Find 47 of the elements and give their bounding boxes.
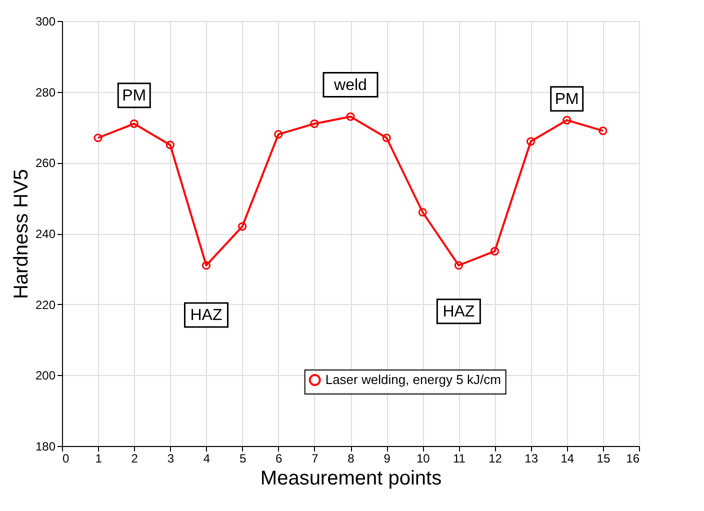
- x-tick-label: 6: [276, 452, 283, 466]
- point: [382, 134, 391, 142]
- point: [310, 119, 319, 128]
- annotation: PM: [122, 87, 146, 104]
- x-tick-label: 8: [348, 452, 355, 466]
- x-tick-label: 9: [384, 452, 391, 466]
- point: [130, 119, 138, 128]
- point: [526, 137, 536, 146]
- point: [562, 116, 572, 124]
- x-tick-label: 3: [167, 452, 174, 466]
- y-tick-label: 260: [35, 156, 56, 170]
- x-tick-label: 14: [560, 452, 574, 466]
- point: [202, 261, 211, 270]
- x-tick-label: 13: [524, 452, 538, 466]
- y-tick-label: 280: [35, 85, 56, 100]
- point: [238, 222, 247, 231]
- x-tick-label: 16: [626, 452, 640, 466]
- x-tick-label: 4: [203, 452, 210, 466]
- point: [274, 130, 283, 139]
- x-tick-label: 0: [62, 452, 70, 466]
- y-axis-title: Hardness HV5: [10, 168, 32, 300]
- x-tick-label: 2: [131, 452, 138, 466]
- y-tick-label: 180: [35, 440, 56, 454]
- point: [598, 126, 608, 136]
- annotation: HAZ: [190, 306, 222, 324]
- y-tick-label: 200: [35, 368, 56, 383]
- y-tick-label: 300: [35, 14, 56, 28]
- point: [94, 134, 102, 142]
- x-axis-title: Measurement points: [260, 468, 442, 490]
- point: [490, 246, 500, 256]
- y-tick-label: 220: [35, 298, 56, 312]
- annotation: PM: [554, 90, 579, 108]
- y-tick-label: 240: [35, 227, 56, 241]
- x-tick-label: 7: [312, 452, 319, 466]
- x-tick-label: 12: [488, 452, 502, 466]
- point: [418, 208, 427, 217]
- legend-label: Laser welding, energy 5 kJ/cm: [325, 372, 501, 387]
- x-tick-label: 5: [239, 452, 246, 466]
- x-tick-label: 15: [596, 452, 610, 466]
- x-tick-label: 1: [95, 452, 102, 466]
- annotation: HAZ: [442, 303, 475, 320]
- point: [346, 112, 355, 121]
- point: [166, 140, 174, 150]
- x-tick-label: 10: [416, 452, 430, 466]
- x-tick-label: 11: [452, 452, 466, 466]
- annotation: weld: [333, 76, 367, 94]
- point: [454, 261, 463, 270]
